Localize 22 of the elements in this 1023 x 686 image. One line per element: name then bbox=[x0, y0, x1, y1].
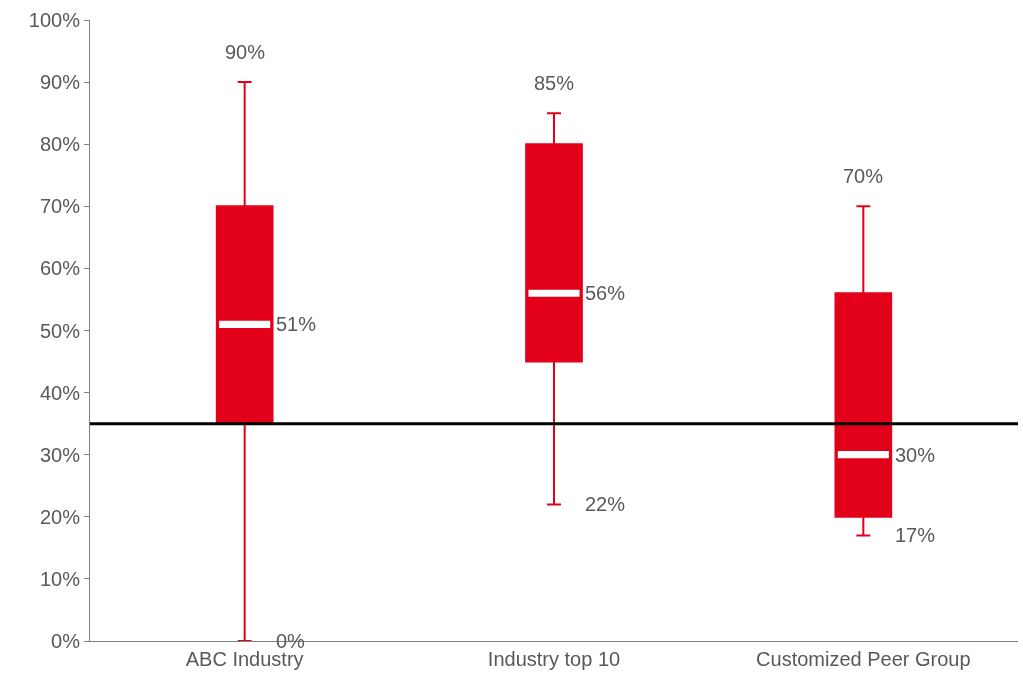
y-tick-label: 40% bbox=[39, 381, 81, 404]
annotation: 85% bbox=[534, 72, 575, 94]
annotation: 56% bbox=[585, 282, 626, 304]
y-tick-label: 30% bbox=[39, 443, 81, 466]
annotation: 30% bbox=[895, 444, 936, 466]
annotation: 17% bbox=[895, 524, 936, 546]
x-tick-label: Industry top 10 bbox=[487, 648, 621, 670]
annotation: 22% bbox=[585, 493, 626, 515]
y-tick-label: 10% bbox=[39, 567, 81, 590]
y-tick-label: 70% bbox=[39, 195, 81, 218]
y-tick-label: 90% bbox=[39, 71, 81, 94]
annotation: 51% bbox=[276, 313, 317, 335]
annotation: 90% bbox=[225, 41, 266, 63]
annotation: 70% bbox=[843, 165, 884, 187]
y-tick-label: 20% bbox=[39, 505, 81, 528]
y-tick-label: 60% bbox=[39, 257, 81, 280]
y-tick-label: 100% bbox=[28, 9, 81, 31]
y-tick-label: 0% bbox=[51, 630, 81, 652]
x-tick-label: Customized Peer Group bbox=[756, 648, 971, 670]
y-tick-label: 80% bbox=[39, 133, 81, 156]
y-tick-label: 50% bbox=[39, 319, 81, 342]
x-tick-label: ABC Industry bbox=[185, 648, 304, 670]
